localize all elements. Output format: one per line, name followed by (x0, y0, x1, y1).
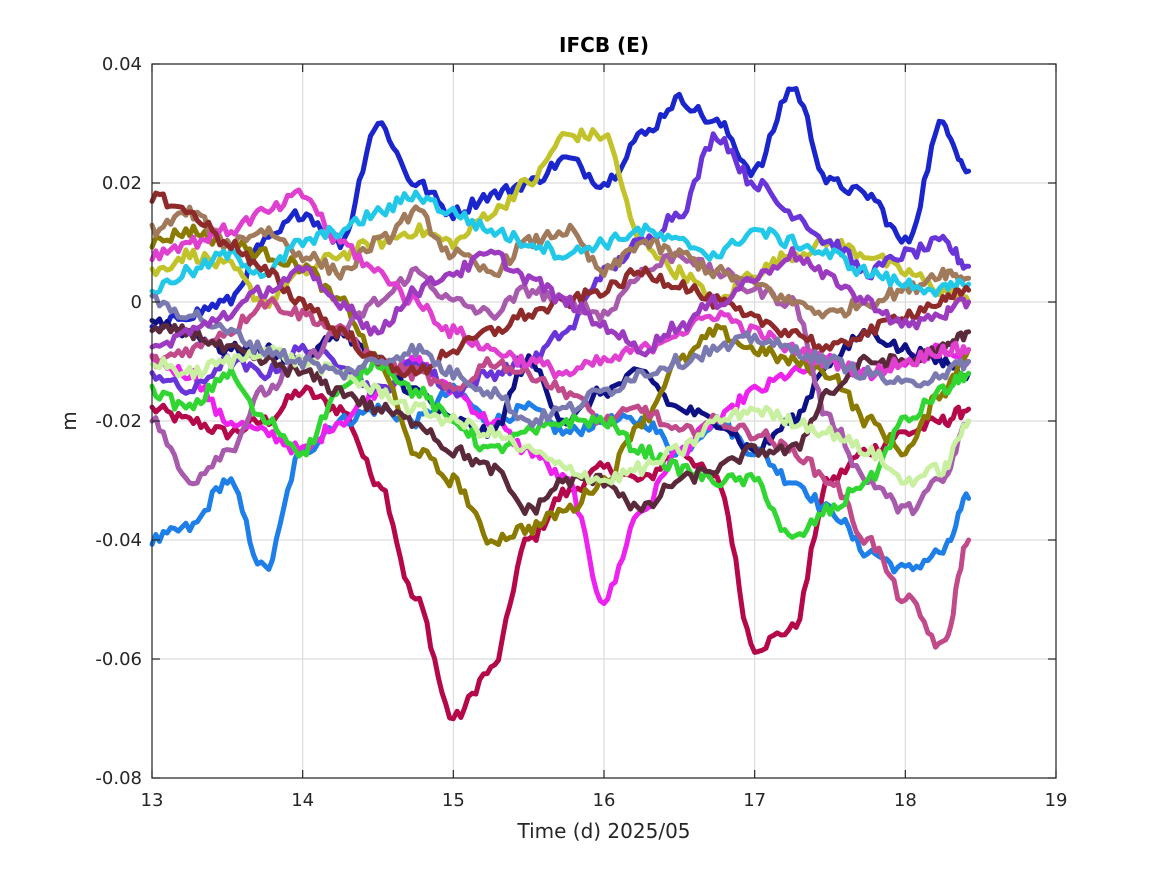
x-tick-label: 15 (442, 790, 465, 811)
x-tick-label: 14 (291, 790, 314, 811)
y-axis-label: m (57, 411, 81, 430)
chart-title: IFCB (E) (559, 33, 649, 57)
series-line-1 (149, 384, 972, 722)
series-line-8 (149, 223, 972, 547)
y-tick-label: -0.02 (95, 411, 142, 432)
x-tick-label: 17 (743, 790, 766, 811)
x-tick-label: 19 (1045, 790, 1068, 811)
series-group (149, 86, 972, 722)
y-tick-label: -0.04 (95, 530, 142, 551)
x-tick-label: 13 (141, 790, 164, 811)
series-line-15 (149, 189, 972, 298)
y-tick-label: -0.08 (95, 768, 142, 789)
y-tick-label: -0.06 (95, 649, 142, 670)
series-line-11 (149, 356, 972, 540)
y-tick-label: 0 (131, 292, 142, 313)
axis-ticks: 13 14 15 16 17 18 19 -0.08 -0.06 -0.04 -0.02 0 0.02 0… (95, 54, 1067, 811)
series-line-19 (149, 246, 972, 358)
series-line-17 (149, 344, 972, 488)
x-tick-label: 18 (894, 790, 917, 811)
series-line-4 (149, 86, 972, 332)
series-line-18 (149, 293, 972, 429)
series-line-12 (149, 322, 972, 516)
x-tick-label: 16 (593, 790, 616, 811)
y-tick-label: 0.02 (102, 173, 142, 194)
series-line-10 (149, 296, 972, 650)
x-axis-label: Time (d) 2025/05 (516, 819, 690, 843)
series-line-2 (149, 382, 972, 575)
y-tick-label: 0.04 (102, 54, 142, 75)
